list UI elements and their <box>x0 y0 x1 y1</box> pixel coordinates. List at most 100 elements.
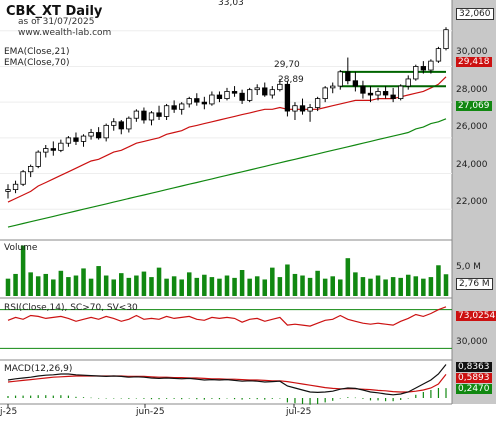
macd-histogram-bar <box>332 398 334 401</box>
candle-body <box>5 189 11 192</box>
volume-bar <box>202 274 207 296</box>
macd-histogram-bar <box>249 398 251 399</box>
candle-body <box>420 66 427 71</box>
candle-body <box>12 183 19 191</box>
macd-histogram-bar <box>271 398 273 399</box>
volume-bar <box>224 275 230 296</box>
volume-bar <box>239 270 245 296</box>
volume-bar <box>353 272 358 296</box>
volume-bar <box>307 277 313 296</box>
macd-histogram-bar <box>324 398 326 403</box>
macd-histogram-bar <box>45 395 47 398</box>
macd-badge: 0,8363 <box>456 362 492 372</box>
candle-body <box>179 103 185 110</box>
candle-body <box>209 94 215 105</box>
candle-body <box>133 110 140 119</box>
macd-histogram-bar <box>347 397 349 398</box>
level-label-upper: 29,70 <box>274 60 300 70</box>
y-tick-24000: 24,000 <box>456 160 488 170</box>
volume-bar <box>13 273 18 296</box>
y-tick-26000: 26,000 <box>456 122 488 132</box>
macd-histogram-bar <box>60 395 62 398</box>
candle-body <box>428 60 434 71</box>
macd-histogram-bar <box>143 398 145 399</box>
rsi-legend: RSI(Close,14), SC>70, SV<30 <box>4 303 138 313</box>
candle-body <box>171 105 177 110</box>
candle-body <box>345 71 351 82</box>
macd-histogram-bar <box>150 398 153 400</box>
volume-bar <box>413 276 419 296</box>
candle-body <box>95 132 102 139</box>
macd-histogram-bar <box>317 398 319 404</box>
volume-bar <box>217 278 222 296</box>
macd-histogram-bar <box>120 398 122 399</box>
candle-body <box>367 92 374 96</box>
volume-bar <box>119 273 124 296</box>
macd-histogram-bar <box>105 398 107 399</box>
macd-histogram-bar <box>422 392 424 398</box>
volume-bar <box>270 267 275 296</box>
candle-body <box>80 135 87 142</box>
volume-bar <box>315 270 320 296</box>
candle-body <box>360 85 366 94</box>
candle-body <box>398 85 404 99</box>
macd-histogram-bar <box>67 395 70 398</box>
candle-body <box>111 121 117 126</box>
volume-bar <box>360 277 366 296</box>
volume-bar <box>141 271 147 296</box>
candle-body <box>65 137 72 144</box>
macd-histogram-bar <box>279 398 281 399</box>
x-tick-jul: jul-25 <box>286 407 312 417</box>
volume-bar <box>88 278 94 296</box>
rsi-line <box>7 306 447 327</box>
rsi-badge: 73,0254 <box>456 311 496 321</box>
as-of-date: as of 31/07/2025 <box>18 17 95 27</box>
volume-badge: 2,76 M <box>456 278 493 290</box>
volume-bar <box>345 258 351 296</box>
macd-histogram-bar <box>362 398 364 399</box>
volume-bar <box>134 275 139 296</box>
candle-body <box>27 165 34 173</box>
y-tick-30000: 30,000 <box>456 47 488 57</box>
volume-bar <box>5 278 11 296</box>
price-axis-strip <box>452 0 496 404</box>
volume-bar <box>405 274 411 296</box>
macd-histogram-bar <box>392 398 394 402</box>
candle-body <box>413 66 419 80</box>
ema70-line <box>7 118 447 228</box>
candle-body <box>58 142 64 151</box>
macd-histogram-bar <box>233 398 236 400</box>
y-tick-22000: 22,000 <box>456 197 488 207</box>
volume-bar <box>443 274 449 296</box>
macd-histogram-bar <box>37 395 39 398</box>
volume-legend: Volume <box>4 243 38 253</box>
site-label: www.wealth-lab.com <box>18 28 112 38</box>
candle-body <box>73 137 79 142</box>
volume-bar <box>73 275 79 296</box>
candle-body <box>284 83 291 112</box>
candle-body <box>103 124 109 139</box>
macd-histogram-bar <box>181 398 183 400</box>
macd-histogram-bar <box>294 398 296 404</box>
volume-bar <box>383 279 388 296</box>
candle-body <box>194 98 200 103</box>
volume-bar <box>421 278 426 296</box>
page-title: CBK_XT Daily <box>6 4 103 19</box>
volume-bar <box>300 275 305 296</box>
volume-bar <box>35 276 41 296</box>
volume-bar <box>51 279 56 296</box>
macd-histogram-bar <box>286 398 289 403</box>
volume-bar <box>277 277 283 296</box>
signal-badge: 0,5893 <box>456 373 492 383</box>
candle-body <box>216 94 223 99</box>
candle-body <box>254 87 260 91</box>
macd-legend: MACD(12,26,9) <box>4 364 73 374</box>
macd-histogram-bar <box>203 398 205 400</box>
macd-histogram-bar <box>7 396 9 398</box>
macd-histogram-bar <box>113 398 115 399</box>
candle-body <box>186 98 192 105</box>
rsi-tick-30: 30,000 <box>456 337 488 347</box>
macd-histogram-bar <box>437 388 440 398</box>
volume-bar <box>179 279 184 296</box>
